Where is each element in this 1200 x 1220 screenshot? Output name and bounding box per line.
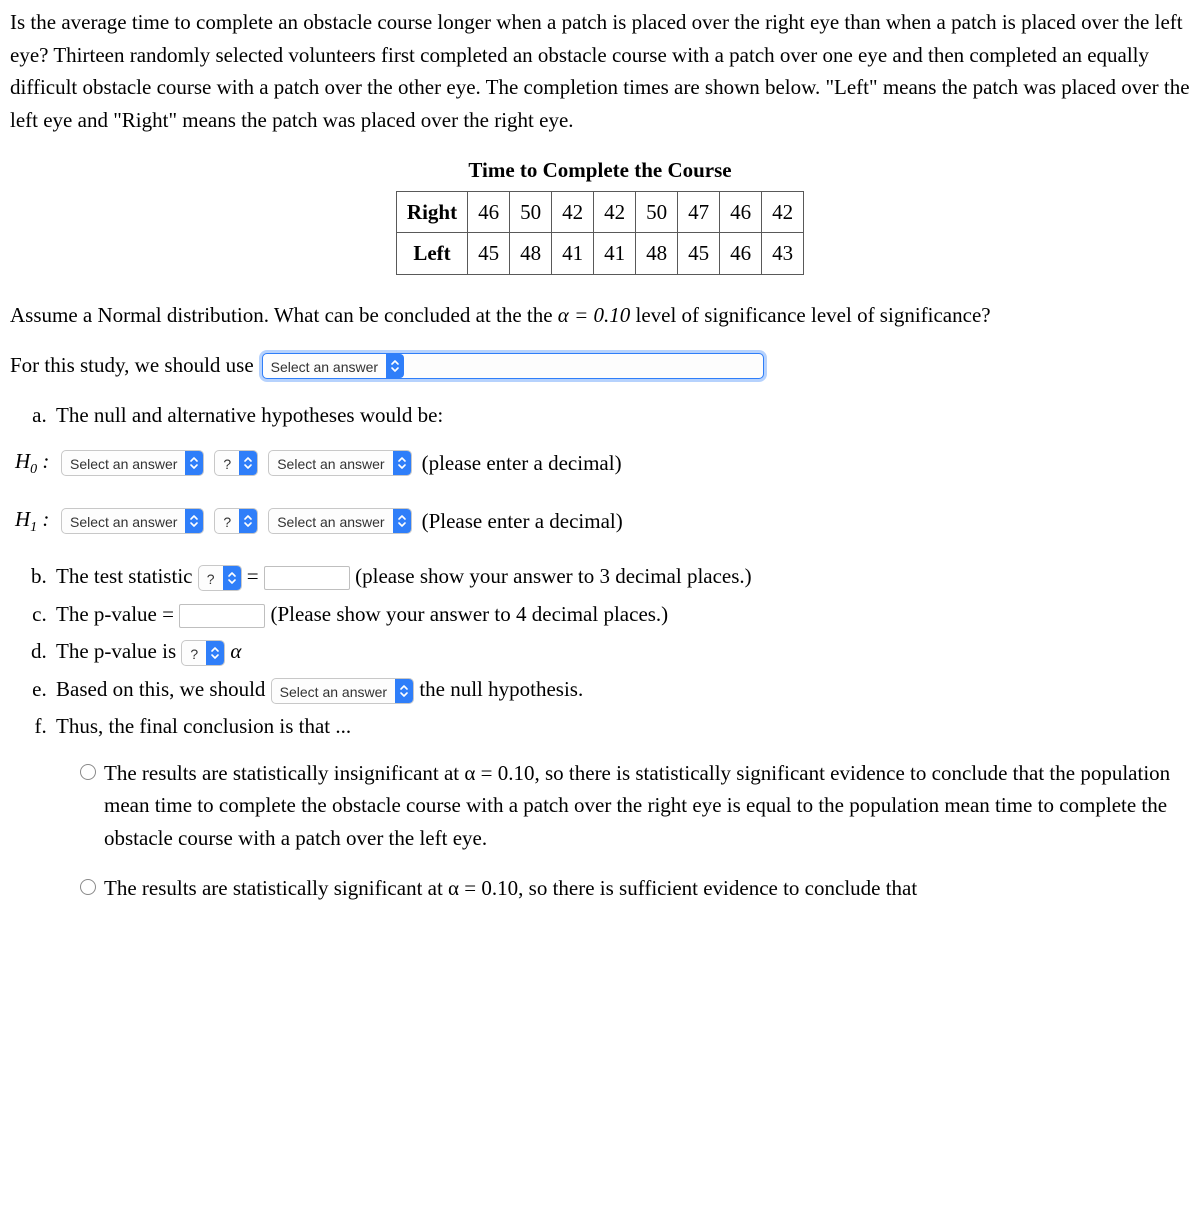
- select-label: Select an answer: [269, 451, 392, 475]
- assume-paragraph: Assume a Normal distribution. What can b…: [10, 299, 1190, 332]
- h0-relation-select[interactable]: ?: [214, 450, 258, 476]
- part-a: The null and alternative hypotheses woul…: [52, 400, 1190, 432]
- h0-param-select[interactable]: Select an answer: [61, 450, 204, 476]
- part-c: The p-value = (Please show your answer t…: [52, 599, 1190, 631]
- assume-suffix: level of significance level of significa…: [630, 303, 990, 327]
- conclusion-option[interactable]: The results are statistically significan…: [80, 872, 1190, 905]
- equals: =: [247, 564, 264, 588]
- select-label: Select an answer: [62, 509, 185, 533]
- select-label: ?: [199, 566, 223, 590]
- row-label: Left: [396, 233, 467, 275]
- chevron-updown-icon: [206, 641, 224, 665]
- pvalue-compare-select[interactable]: ?: [181, 640, 225, 666]
- test-stat-symbol-select[interactable]: ?: [198, 565, 242, 591]
- colon: :: [37, 507, 49, 531]
- h0-hint: (please enter a decimal): [422, 447, 622, 480]
- h1-value-select[interactable]: Select an answer: [268, 508, 411, 534]
- h1-hint: (Please enter a decimal): [422, 505, 623, 538]
- chevron-updown-icon: [386, 354, 404, 378]
- part-c-prefix: The p-value =: [56, 602, 179, 626]
- data-table: Right 46 50 42 42 50 47 46 42 Left 45 48…: [396, 191, 804, 275]
- cell: 46: [720, 191, 762, 233]
- part-d-prefix: The p-value is: [56, 639, 181, 663]
- part-e-prefix: Based on this, we should: [56, 677, 271, 701]
- h1-symbol: H1 :: [15, 503, 51, 539]
- intro-paragraph: Is the average time to complete an obsta…: [10, 6, 1190, 136]
- h0-value-select[interactable]: Select an answer: [268, 450, 411, 476]
- h-letter: H: [15, 449, 30, 473]
- cell: 43: [762, 233, 804, 275]
- colon: :: [37, 449, 49, 473]
- h0-row: H0 : Select an answer ? Select an answer…: [15, 445, 1190, 481]
- part-b-suffix: (please show your answer to 3 decimal pl…: [355, 564, 752, 588]
- cell: 42: [552, 191, 594, 233]
- cell: 41: [594, 233, 636, 275]
- part-b-prefix: The test statistic: [56, 564, 198, 588]
- table-title: Time to Complete the Course: [10, 154, 1190, 187]
- h1-param-select[interactable]: Select an answer: [61, 508, 204, 534]
- assume-prefix: Assume a Normal distribution. What can b…: [10, 303, 558, 327]
- chevron-updown-icon: [393, 451, 411, 475]
- cell: 46: [720, 233, 762, 275]
- decision-select[interactable]: Select an answer: [271, 678, 414, 704]
- h1-row: H1 : Select an answer ? Select an answer…: [15, 503, 1190, 539]
- h1-relation-select[interactable]: ?: [214, 508, 258, 534]
- select-label: Select an answer: [272, 679, 395, 703]
- study-type-select[interactable]: Select an answer: [262, 353, 764, 379]
- cell: 42: [762, 191, 804, 233]
- test-statistic-input[interactable]: [264, 566, 350, 590]
- cell: 50: [636, 191, 678, 233]
- part-f: Thus, the final conclusion is that ...: [52, 711, 1190, 743]
- part-d: The p-value is ? α: [52, 636, 1190, 668]
- select-label: Select an answer: [263, 354, 386, 378]
- part-c-suffix: (Please show your answer to 4 decimal pl…: [270, 602, 668, 626]
- table-row: Right 46 50 42 42 50 47 46 42: [396, 191, 803, 233]
- table-row: Left 45 48 41 41 48 45 46 43: [396, 233, 803, 275]
- chevron-updown-icon: [393, 509, 411, 533]
- select-label: ?: [215, 451, 239, 475]
- part-e-suffix: the null hypothesis.: [419, 677, 583, 701]
- cell: 48: [636, 233, 678, 275]
- part-e: Based on this, we should Select an answe…: [52, 674, 1190, 706]
- chevron-updown-icon: [239, 509, 257, 533]
- select-label: ?: [182, 641, 206, 665]
- cell: 48: [510, 233, 552, 275]
- chevron-updown-icon: [223, 566, 241, 590]
- radio-icon: [80, 879, 96, 895]
- conclusion-text: The results are statistically insignific…: [104, 757, 1190, 855]
- chevron-updown-icon: [185, 509, 203, 533]
- select-label: Select an answer: [62, 451, 185, 475]
- select-label: Select an answer: [269, 509, 392, 533]
- cell: 50: [510, 191, 552, 233]
- conclusion-text: The results are statistically significan…: [104, 872, 1190, 905]
- h-letter: H: [15, 507, 30, 531]
- chevron-updown-icon: [239, 451, 257, 475]
- conclusion-option[interactable]: The results are statistically insignific…: [80, 757, 1190, 855]
- study-prefix: For this study, we should use: [10, 349, 254, 382]
- row-label: Right: [396, 191, 467, 233]
- study-use-row: For this study, we should use Select an …: [10, 349, 1190, 382]
- select-label: ?: [215, 509, 239, 533]
- h0-symbol: H0 :: [15, 445, 51, 481]
- cell: 46: [468, 191, 510, 233]
- alpha-symbol: α: [230, 639, 241, 663]
- part-b: The test statistic ? = (please show your…: [52, 561, 1190, 593]
- part-a-text: The null and alternative hypotheses woul…: [56, 403, 443, 427]
- cell: 41: [552, 233, 594, 275]
- cell: 42: [594, 191, 636, 233]
- cell: 47: [678, 191, 720, 233]
- chevron-updown-icon: [395, 679, 413, 703]
- part-f-text: Thus, the final conclusion is that ...: [56, 714, 351, 738]
- radio-icon: [80, 764, 96, 780]
- conclusion-options: The results are statistically insignific…: [80, 757, 1190, 905]
- alpha-expression: α = 0.10: [558, 303, 630, 327]
- cell: 45: [468, 233, 510, 275]
- cell: 45: [678, 233, 720, 275]
- pvalue-input[interactable]: [179, 604, 265, 628]
- chevron-updown-icon: [185, 451, 203, 475]
